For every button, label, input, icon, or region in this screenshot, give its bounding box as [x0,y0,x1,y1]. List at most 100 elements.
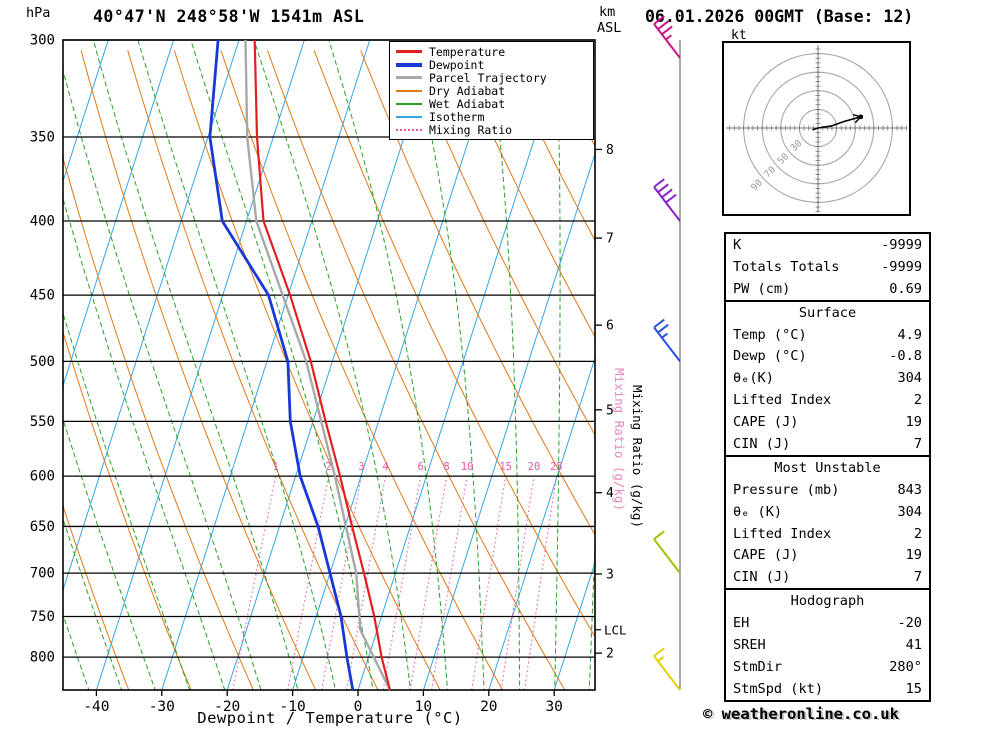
legend-swatch-wet-adiabat [396,102,422,105]
x-tick-label: 0 [354,699,363,715]
stat-value: -20 [897,615,922,632]
dry-adiabat-line [313,50,595,638]
stat-label: Lifted Index [733,525,832,542]
dry-adiabat-line [63,156,254,690]
mixing-ratio-value-label: 6 [418,461,424,473]
stat-row: Pressure (mb) 843 [726,479,929,501]
pressure-tick-label: 400 [30,213,55,229]
stat-value: -9999 [881,258,922,275]
stat-label: θₑ(K) [733,370,774,387]
profile-parcel-trajectory [244,39,392,691]
stat-label: Dewp (°C) [733,348,807,365]
legend-item: Temperature [396,44,589,59]
pressure-tick-label: 600 [30,469,55,485]
legend-item: Parcel Trajectory [396,70,589,85]
stat-row: Lifted Index 2 [726,389,929,411]
stat-value: 4.9 [897,326,922,343]
km-tick-label: 6 [606,319,614,334]
mixing-ratio-line [232,475,277,690]
stats-section-header: Most Unstable [774,459,881,476]
stat-label: StmSpd (kt) [733,680,824,697]
stat-value: 7 [913,569,922,586]
dry-adiabat-line [360,50,595,536]
pressure-tick-label: 550 [30,414,55,430]
profile-temperature [253,39,392,691]
stat-value: 19 [905,547,922,564]
pressure-axis-unit: hPa [26,5,51,21]
altitude-axis-unit-km: km [599,4,616,20]
isotherm-line [161,40,371,690]
stat-label: PW (cm) [733,280,791,297]
x-tick-label: -10 [279,699,305,715]
pressure-tick-label: 750 [30,609,55,625]
mixing-ratio-value-label: 4 [382,461,388,473]
km-tick-label: 3 [606,567,614,582]
wet-adiabat-line [410,40,485,690]
stat-label: θₑ (K) [733,503,783,520]
hodograph-trace [812,116,862,131]
legend-item: Isotherm [396,109,589,124]
stat-value: 0.69 [889,280,922,297]
stat-row: CAPE (J) 19 [726,544,929,566]
wet-adiabat-line [137,40,336,690]
legend-swatch-mixing-ratio [396,128,422,131]
stat-label: Totals Totals [733,258,840,275]
wet-adiabat-line [63,68,262,690]
hodograph-unit-label: kt [731,28,747,43]
wet-adiabat-line [554,40,561,690]
wet-adiabat-line [63,613,90,690]
stat-value: 2 [913,392,922,409]
wind-barb [653,647,681,691]
chart-legend: Temperature Dewpoint Parcel Trajectory Dry … [389,41,594,140]
x-tick-label: -30 [149,699,175,715]
wet-adiabat-line [63,417,156,690]
stat-row: CAPE (J) 19 [726,411,929,433]
wet-adiabat-line [253,40,412,690]
isotherm-line [292,40,502,690]
stat-label: K [733,236,742,253]
legend-swatch-parcel-trajectory [396,76,422,79]
lcl-label: LCL [604,622,627,637]
x-tick-label: 30 [545,699,562,715]
isotherm-line [63,40,109,183]
pressure-tick-label: 800 [30,650,55,666]
legend-label: Dry Adiabat [429,83,506,98]
legend-label: Parcel Trajectory [429,70,547,85]
stat-row: K -9999 [726,234,929,256]
isotherm-line [95,40,305,690]
mixing-ratio-value-label: 15 [499,461,512,473]
mixing-ratio-line [524,476,557,690]
stat-value: 41 [905,636,922,653]
legend-swatch-dewpoint [396,62,422,67]
stat-value: 15 [905,680,922,697]
legend-item: Mixing Ratio [396,123,589,137]
legend-label: Isotherm [429,109,485,124]
mixing-ratio-line [287,475,330,690]
mixing-ratio-value-label: 1 [273,461,279,473]
stat-row: CIN (J) 7 [726,566,929,588]
wet-adiabat-line [190,40,374,690]
dry-adiabat-line [453,50,595,338]
pressure-tick-label: 700 [30,566,55,582]
wet-adiabat-line [0,19,62,733]
dry-adiabat-line [127,50,379,690]
pressure-tick-label: 650 [30,519,55,535]
stat-value: 280° [889,658,922,675]
km-tick-label: 5 [606,403,614,418]
legend-swatch-dry-adiabat [396,89,422,92]
wet-adiabat-line [328,40,449,690]
mixing-ratio-value-label: 20 [528,461,541,473]
stat-label: Lifted Index [733,392,832,409]
dry-adiabat-line [687,50,700,691]
stat-row: PW (cm) 0.69 [726,278,929,300]
mixing-ratio-value-label: 2 [325,461,331,473]
x-tick-label: 10 [415,699,432,715]
isotherm-line [226,40,436,690]
stat-row: Dewp (°C) -0.8 [726,345,929,367]
legend-label: Temperature [429,44,506,59]
stat-value: 304 [897,370,922,387]
stat-value: -0.8 [889,348,922,365]
pressure-tick-label: 300 [30,33,55,49]
mixing-ratio-value-label: 3 [358,461,364,473]
run-date-label: 06.01.2026 00GMT (Base: 12) [645,7,914,26]
